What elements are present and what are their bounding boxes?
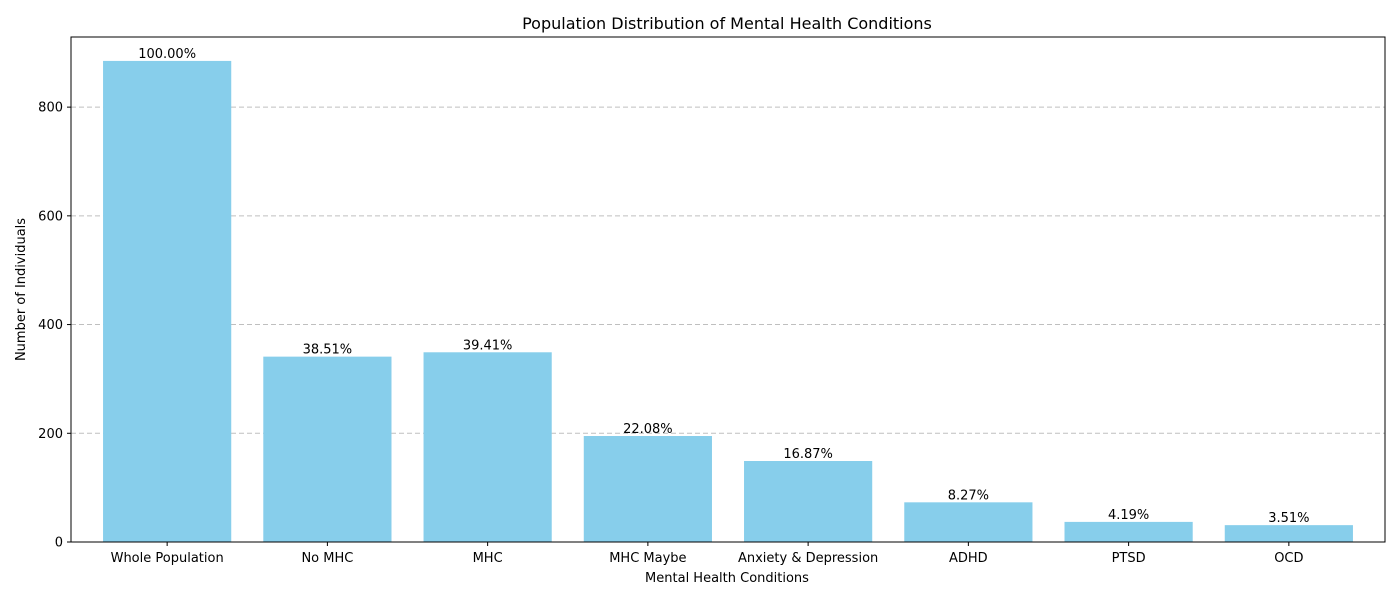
bar-value-label: 39.41% bbox=[463, 338, 513, 353]
bar bbox=[1064, 521, 1193, 542]
bar-value-label: 100.00% bbox=[138, 47, 196, 62]
x-tick-label: MHC Maybe bbox=[609, 551, 686, 566]
x-tick-label: No MHC bbox=[301, 551, 353, 566]
y-tick-label: 400 bbox=[38, 318, 63, 333]
y-tick-label: 200 bbox=[38, 427, 63, 442]
bar bbox=[583, 435, 712, 542]
bar bbox=[263, 356, 392, 542]
x-tick-label: OCD bbox=[1274, 551, 1303, 566]
x-tick-label: ADHD bbox=[949, 551, 988, 566]
y-tick-label: 600 bbox=[38, 209, 63, 224]
plot-frame bbox=[70, 36, 1386, 543]
bar-value-label: 16.87% bbox=[783, 447, 833, 462]
bar bbox=[744, 461, 873, 542]
bar-value-labels: 100.00% 38.51% 39.41% 22.08% 16.87% 8.27% 4.19… bbox=[138, 47, 1309, 526]
bar bbox=[103, 60, 232, 543]
bars bbox=[103, 60, 1353, 543]
bar bbox=[904, 502, 1033, 542]
x-tick-label: Anxiety & Depression bbox=[738, 551, 878, 566]
y-tick-label: 800 bbox=[38, 101, 63, 116]
x-axis-label: Mental Health Conditions bbox=[645, 571, 809, 586]
x-tick-label: Whole Population bbox=[111, 551, 224, 566]
chart-title: Population Distribution of Mental Health… bbox=[522, 14, 932, 33]
y-tick-label: 0 bbox=[55, 536, 63, 551]
x-axis-ticks: Whole Population No MHC MHC MHC Maybe Anxiet… bbox=[111, 542, 1304, 566]
x-tick-label: MHC bbox=[473, 551, 503, 566]
bar bbox=[1224, 525, 1353, 542]
bar-value-label: 4.19% bbox=[1108, 508, 1149, 523]
bar-value-label: 22.08% bbox=[623, 422, 673, 437]
bar-value-label: 3.51% bbox=[1268, 511, 1309, 526]
y-axis-label: Number of Individuals bbox=[14, 218, 29, 361]
bar-value-label: 38.51% bbox=[303, 343, 353, 358]
bar-value-label: 8.27% bbox=[948, 488, 989, 503]
y-axis-ticks: 0 200 400 600 800 bbox=[38, 101, 71, 551]
x-tick-label: PTSD bbox=[1112, 551, 1146, 566]
bar bbox=[423, 352, 552, 542]
